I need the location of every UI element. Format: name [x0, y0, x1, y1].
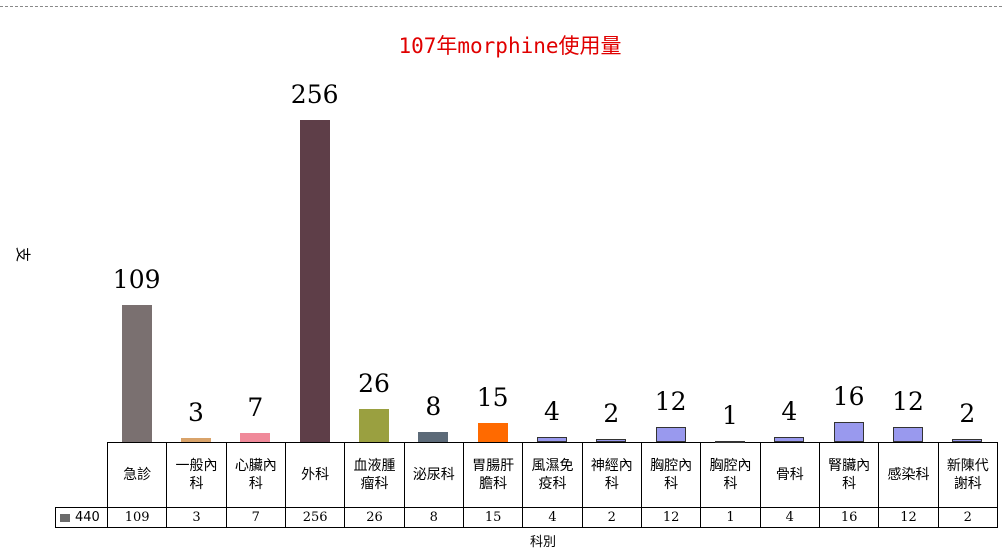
- value-cell: 4: [759, 507, 820, 528]
- category-cell: 胸腔內科: [700, 442, 761, 508]
- category-cell: 胸腔內科: [641, 442, 702, 508]
- value-cell: 2: [937, 507, 998, 528]
- bar: [833, 421, 864, 442]
- data-label: 3: [188, 398, 204, 428]
- value-cell: 8: [403, 507, 464, 528]
- data-label: 4: [781, 396, 798, 426]
- x-axis-label: 科別: [530, 535, 557, 550]
- value-cell: 15: [463, 507, 524, 528]
- category-cell: 急診: [107, 442, 168, 508]
- bar: [537, 436, 567, 442]
- category-cell: 血液腫瘤科: [344, 442, 405, 508]
- top-rule: [0, 6, 1002, 7]
- data-label: 1: [722, 400, 738, 430]
- category-cell: 腎臟內科: [819, 442, 880, 508]
- category-cell: 胃腸肝膽科: [463, 442, 524, 508]
- data-label: 4: [544, 396, 560, 426]
- bar: [418, 431, 449, 442]
- category-cell: 風濕免疫科: [522, 442, 583, 508]
- value-cell: 256: [285, 507, 346, 528]
- bar: [181, 438, 211, 442]
- category-cell: 心臟內科: [225, 442, 286, 508]
- bar: [952, 439, 983, 442]
- category-cell: 泌尿科: [403, 442, 464, 508]
- bar: [655, 426, 686, 442]
- value-cell: 4: [522, 507, 583, 528]
- value-cell: 12: [878, 507, 939, 528]
- category-cell: 外科: [285, 442, 346, 508]
- data-label: 12: [654, 386, 687, 416]
- category-cell: 骨科: [759, 442, 820, 508]
- value-cell: 109: [107, 507, 168, 528]
- bar: [893, 426, 923, 442]
- legend-label: 440: [75, 509, 100, 525]
- data-label: 2: [959, 399, 976, 429]
- legend-cell: 440: [55, 507, 108, 528]
- data-label: 16: [832, 381, 865, 411]
- bar: [299, 120, 330, 442]
- bar: [596, 439, 627, 442]
- data-label: 109: [112, 264, 161, 294]
- bar: [774, 436, 805, 442]
- data-label: 15: [476, 383, 509, 413]
- y-axis-label: 支: [14, 246, 33, 263]
- bar: [477, 423, 508, 442]
- value-cell: 1: [700, 507, 761, 528]
- category-cell: 新陳代謝科: [937, 442, 998, 508]
- category-cell: 感染科: [878, 442, 939, 508]
- value-cell: 7: [225, 507, 286, 528]
- data-label: 26: [358, 369, 390, 399]
- bar: [240, 433, 271, 442]
- value-cell: 16: [819, 507, 880, 528]
- data-label: 7: [247, 393, 264, 423]
- chart-title: 107年morphine使用量: [398, 34, 622, 58]
- data-label: 12: [892, 386, 924, 416]
- value-cell: 12: [641, 507, 702, 528]
- value-cell: 26: [344, 507, 405, 528]
- bar: [121, 304, 152, 442]
- data-label: 2: [603, 399, 620, 429]
- category-cell: 一般內科: [166, 442, 227, 508]
- bar: [359, 409, 389, 442]
- bar: [715, 440, 745, 443]
- category-cell: 神經內科: [581, 442, 642, 508]
- value-cell: 2: [581, 507, 642, 528]
- value-cell: 3: [166, 507, 227, 528]
- legend-swatch: [60, 513, 70, 522]
- data-label: 8: [425, 391, 442, 421]
- data-label: 256: [290, 80, 339, 110]
